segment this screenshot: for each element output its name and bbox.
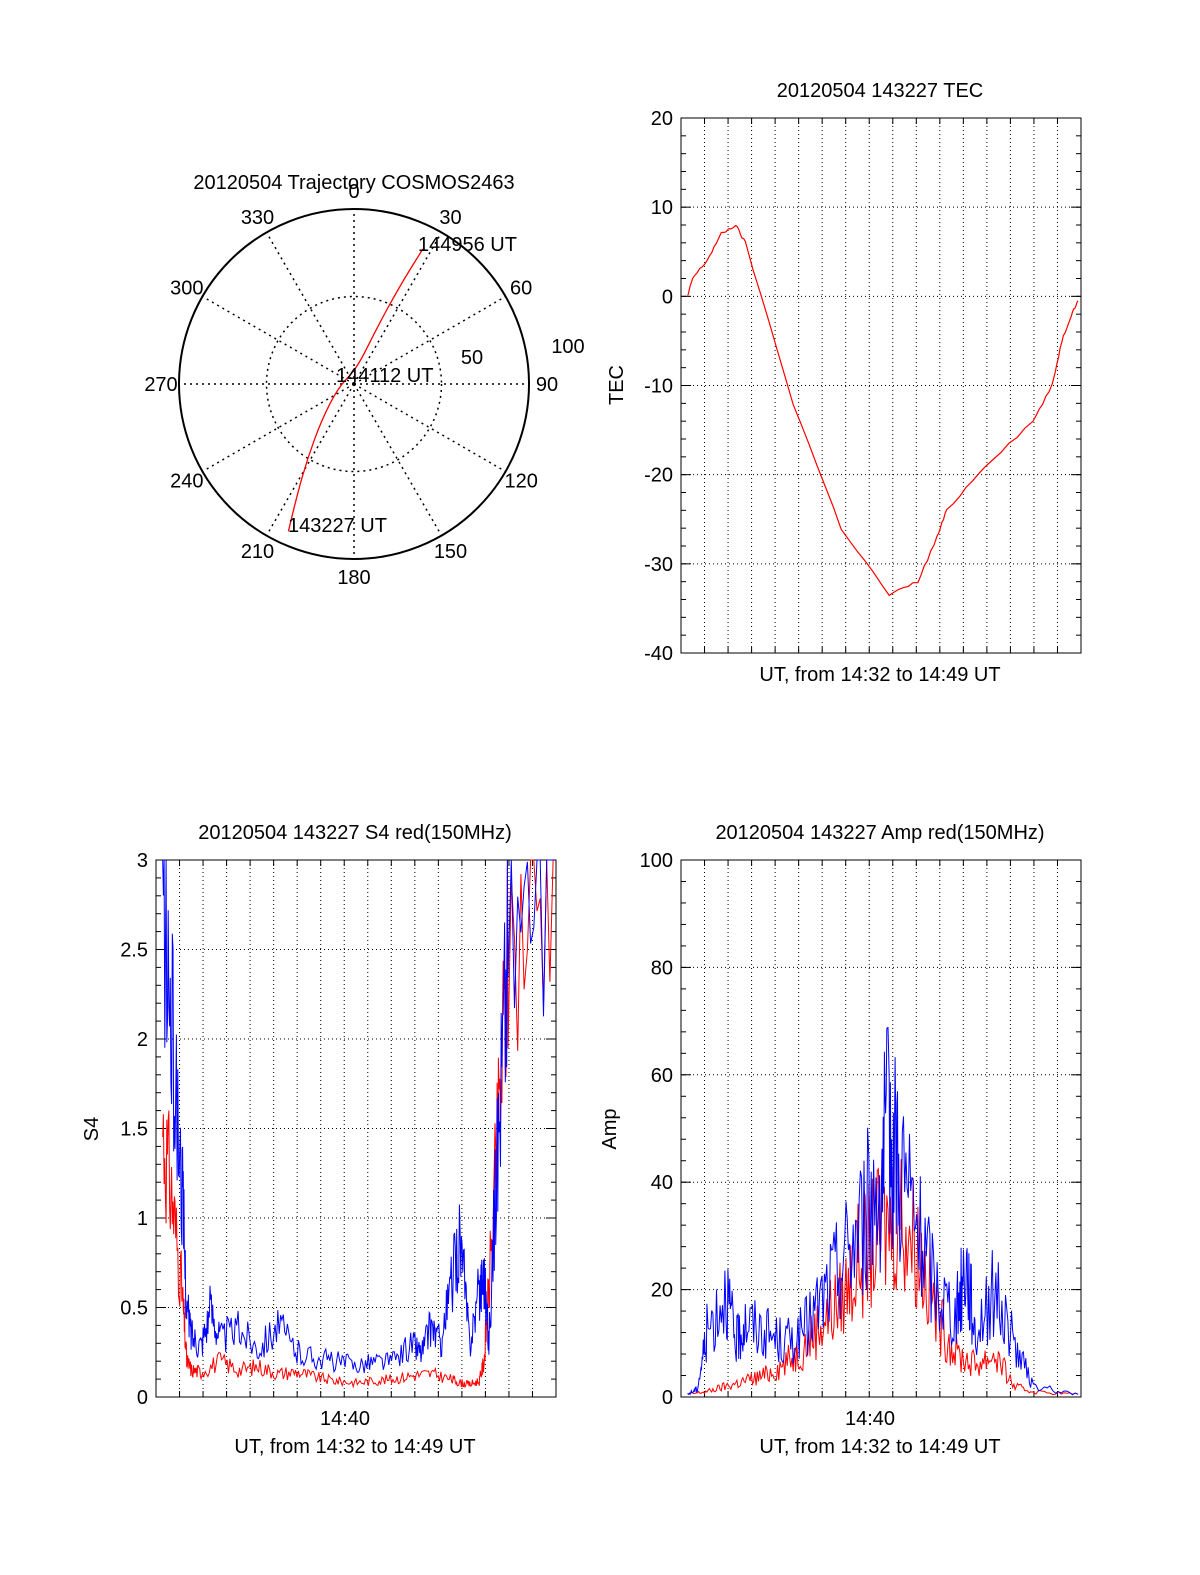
polar-grid-spoke bbox=[265, 232, 355, 385]
y-tick-label: 40 bbox=[651, 1172, 673, 1194]
polar-grid-spoke bbox=[265, 383, 355, 536]
y-tick-label: 20 bbox=[651, 108, 673, 130]
s4-ylabel: S4 bbox=[81, 1117, 103, 1141]
y-tick-label: 0 bbox=[137, 1387, 148, 1409]
polar-azimuth-label: 300 bbox=[170, 278, 203, 300]
y-tick-label: 0.5 bbox=[120, 1298, 148, 1320]
polar-radial-label: 100 bbox=[551, 336, 584, 358]
y-tick-label: -30 bbox=[644, 554, 673, 576]
polar-azimuth-label: 90 bbox=[536, 374, 558, 396]
tec-title: 20120504 143227 TEC bbox=[777, 80, 983, 102]
s4-series-red-line bbox=[162, 859, 554, 1389]
y-tick-label: 3 bbox=[137, 850, 148, 872]
amp-ylabel: Amp bbox=[599, 1108, 621, 1149]
tec-series-red-line bbox=[687, 224, 1079, 597]
amp-xtick-label: 14:40 bbox=[845, 1408, 895, 1430]
s4-grid bbox=[156, 860, 556, 1397]
y-tick-label: 1.5 bbox=[120, 1119, 148, 1141]
polar-azimuth-label: 120 bbox=[504, 471, 537, 493]
y-tick-label: 100 bbox=[640, 850, 673, 872]
polar-azimuth-label: 30 bbox=[439, 207, 461, 229]
polar-grid-spoke bbox=[202, 383, 355, 473]
polar-azimuth-label: 60 bbox=[510, 278, 532, 300]
amp-plot-frame bbox=[680, 859, 1082, 1398]
s4-lines bbox=[162, 859, 554, 1389]
y-tick-label: -10 bbox=[644, 376, 673, 398]
amp-xlabel: UT, from 14:32 to 14:49 UT bbox=[759, 1436, 1000, 1458]
tec-lines bbox=[687, 224, 1079, 597]
amp-grid bbox=[681, 860, 1081, 1397]
y-tick-label: 10 bbox=[651, 197, 673, 219]
polar-azimuth-label: 210 bbox=[241, 541, 274, 563]
amp-lines bbox=[687, 1027, 1079, 1396]
s4-title: 20120504 143227 S4 red(150MHz) bbox=[198, 822, 512, 844]
amp-ticks: 0 20 40 60 80 100 bbox=[640, 850, 1081, 1409]
polar-azimuth-label: 330 bbox=[241, 207, 274, 229]
tec-xlabel: UT, from 14:32 to 14:49 UT bbox=[759, 664, 1000, 686]
polar-grid-spoke bbox=[353, 383, 443, 536]
tec-ylabel: TEC bbox=[606, 365, 628, 405]
amp-title: 20120504 143227 Amp red(150MHz) bbox=[715, 822, 1044, 844]
polar-grid-spoke bbox=[353, 295, 506, 385]
y-tick-label: 60 bbox=[651, 1065, 673, 1087]
tec-ticks: 20 10 0 -10 -20 -30 -40 bbox=[644, 108, 1081, 665]
y-tick-label: 80 bbox=[651, 957, 673, 979]
amp-panel: 20120504 143227 Amp red(150MHz) 0 20 40 60 8… bbox=[599, 822, 1082, 1458]
s4-xtick-label: 14:40 bbox=[320, 1408, 370, 1430]
tec-grid bbox=[681, 118, 1081, 653]
polar-grid-circle bbox=[265, 295, 443, 473]
s4-xlabel: UT, from 14:32 to 14:49 UT bbox=[234, 1436, 475, 1458]
polar-azimuth-label: 270 bbox=[144, 374, 177, 396]
polar-radial-label: 50 bbox=[461, 347, 483, 369]
polar-azimuth-label: 0 bbox=[348, 181, 359, 203]
y-tick-label: 2.5 bbox=[120, 940, 148, 962]
y-tick-label: 2 bbox=[137, 1029, 148, 1051]
s4-panel: 20120504 143227 S4 red(150MHz) 0 0.5 1 1.5 2… bbox=[81, 822, 557, 1458]
annotation-end-time: 144956 UT bbox=[418, 234, 517, 256]
polar-azimuth-label: 150 bbox=[434, 541, 467, 563]
y-tick-label: 20 bbox=[651, 1280, 673, 1302]
polar-trajectory-line bbox=[287, 248, 424, 532]
polar-grid-spoke bbox=[202, 295, 355, 385]
annotation-middle-time: 144112 UT bbox=[336, 365, 433, 387]
trajectory-series-line bbox=[287, 248, 424, 532]
polar-grid-spoke bbox=[353, 383, 506, 473]
y-tick-label: -40 bbox=[644, 643, 673, 665]
polar-azimuth-label: 240 bbox=[170, 471, 203, 493]
tec-panel: 20120504 143227 TEC 20 10 0 -10 -20 -30 -40 UT… bbox=[606, 80, 1082, 686]
polar-grid-spoke bbox=[353, 232, 443, 385]
y-tick-label: -20 bbox=[644, 465, 673, 487]
s4-ticks: 0 0.5 1 1.5 2 2.5 3 bbox=[120, 850, 556, 1409]
polar-outer-circle bbox=[178, 208, 530, 560]
polar-grid bbox=[179, 209, 529, 559]
s4-series-blue-line bbox=[162, 859, 554, 1374]
y-tick-label: 0 bbox=[662, 1387, 673, 1409]
annotation-start-time: 143227 UT bbox=[288, 515, 387, 537]
polar-azimuth-label: 180 bbox=[337, 567, 370, 589]
amp-series-blue-line bbox=[687, 1027, 1079, 1396]
y-tick-label: 0 bbox=[662, 286, 673, 308]
polar-labels: 0 30 60 90 120 150 180 210 240 270 300 330 50 100 bbox=[144, 181, 584, 589]
polar-title: 20120504 Trajectory COSMOS2463 bbox=[193, 172, 514, 194]
polar-trajectory-panel: 20120504 Trajectory COSMOS2463 0 30 60 90 12… bbox=[144, 172, 584, 589]
y-tick-label: 1 bbox=[137, 1208, 148, 1230]
